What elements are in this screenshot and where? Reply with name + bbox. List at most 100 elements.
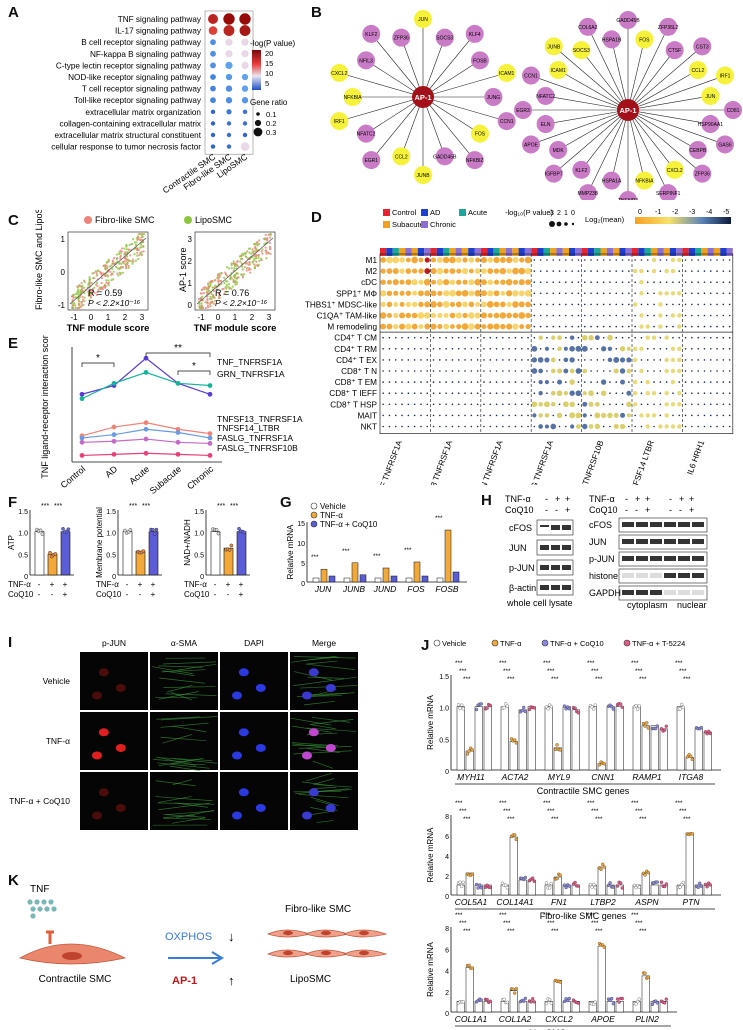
interaction-dot — [558, 259, 561, 261]
interaction-dot — [565, 281, 567, 283]
y-axis-label: Relative mRNA — [286, 524, 295, 579]
scatter-point — [247, 268, 250, 272]
interaction-dot — [577, 270, 580, 272]
scatter-point — [107, 279, 110, 282]
interaction-dot — [533, 425, 536, 428]
interaction-dot — [576, 424, 581, 429]
interaction-dot — [476, 392, 479, 394]
scatter-point — [269, 246, 272, 250]
interaction-dot — [451, 425, 454, 428]
interaction-dot — [691, 403, 693, 406]
blot-band — [664, 573, 676, 578]
interaction-dot — [489, 359, 492, 361]
interaction-dot — [552, 414, 555, 417]
right-network-node-label: ZFP36L2 — [658, 25, 679, 31]
interaction-dot — [462, 312, 468, 319]
bar — [588, 706, 597, 771]
interaction-dot — [508, 359, 510, 361]
column-label: α-SMA — [171, 638, 197, 648]
interaction-dot — [539, 314, 542, 317]
scatter-point — [232, 275, 235, 278]
scatter-point — [261, 252, 264, 255]
gene-label: APOE — [590, 1014, 615, 1024]
interaction-dot — [659, 336, 662, 339]
data-point — [505, 886, 509, 890]
interaction-dot — [392, 256, 400, 264]
right-network-node-label: MDK — [553, 148, 565, 154]
scatter-point — [107, 258, 110, 261]
fibro-label: Fibro-like SMC — [285, 904, 351, 915]
sig-stars: *** — [507, 928, 515, 935]
interaction-dot — [430, 323, 437, 330]
interaction-dot — [432, 381, 435, 383]
interaction-dot — [596, 281, 599, 283]
interaction-dot — [672, 414, 674, 417]
interaction-dot — [382, 381, 384, 383]
pathway-dot — [241, 97, 249, 104]
interaction-dot — [546, 292, 548, 295]
blot-caption: whole cell lysate — [506, 598, 573, 608]
interaction-dot — [489, 414, 492, 417]
data-point — [485, 706, 489, 710]
interaction-dot — [646, 403, 649, 406]
bar — [588, 1001, 597, 1013]
interaction-dot — [393, 301, 399, 307]
right-network-node-label: GADD45B — [616, 18, 640, 24]
x-axis-label: TNF module score — [194, 323, 277, 334]
mean-tick: -4 — [706, 209, 712, 216]
scatter-point — [90, 281, 93, 285]
scatter-point — [89, 294, 92, 297]
right-network-node — [665, 41, 684, 60]
header-strip-cell — [581, 248, 588, 256]
header-strip-cell — [392, 248, 399, 256]
interaction-dot — [697, 403, 699, 406]
interaction-dot — [615, 325, 618, 328]
interaction-dot — [386, 323, 393, 330]
interaction-dot — [470, 392, 473, 394]
scatter-point — [127, 264, 130, 268]
interaction-dot — [709, 381, 712, 383]
interaction-dot — [665, 314, 668, 317]
pair-label: GRN TNFRSF1A — [475, 439, 505, 485]
interaction-dot — [670, 257, 676, 263]
gene-label: COL1A1 — [455, 1014, 488, 1024]
scatter-point — [126, 258, 129, 261]
interaction-dot — [558, 359, 561, 361]
scatter-point — [96, 273, 99, 276]
bar — [465, 967, 474, 1013]
interaction-dot — [407, 414, 410, 417]
interaction-dot — [550, 423, 557, 430]
size-legend-dot — [253, 127, 263, 137]
panel-e-linechart: TNF_TNFRSF1AGRN_TNFRSF1ATNFSF13_TNFRSF1A… — [40, 335, 303, 495]
right-network-node — [716, 135, 735, 154]
interaction-dot — [399, 268, 405, 274]
interaction-dot — [546, 270, 548, 272]
interaction-dot — [664, 268, 669, 274]
scatter-point — [216, 276, 219, 279]
sign: + — [679, 494, 684, 504]
interaction-dot — [632, 357, 638, 363]
bar — [703, 731, 712, 771]
scatter-point — [136, 236, 140, 239]
interaction-dot — [437, 301, 443, 308]
right-network-node — [536, 115, 555, 134]
scatter-point — [97, 288, 100, 291]
interaction-dot — [533, 270, 536, 272]
series-point — [175, 451, 181, 457]
scatter-point — [265, 257, 268, 260]
sig-stars: *** — [507, 676, 515, 683]
bar — [421, 575, 429, 583]
data-point — [646, 975, 650, 979]
series-point — [143, 436, 149, 442]
interaction-dot — [426, 381, 429, 383]
pathway-dot — [241, 73, 249, 81]
left-network-node-label: KLF4 — [469, 32, 481, 38]
interaction-dot — [388, 370, 391, 372]
mean-legend-bar — [635, 217, 731, 224]
interaction-dot — [645, 379, 650, 385]
interaction-dot — [468, 323, 475, 330]
interaction-dot — [716, 292, 718, 295]
interaction-dot — [645, 391, 650, 396]
interaction-dot — [437, 312, 443, 319]
